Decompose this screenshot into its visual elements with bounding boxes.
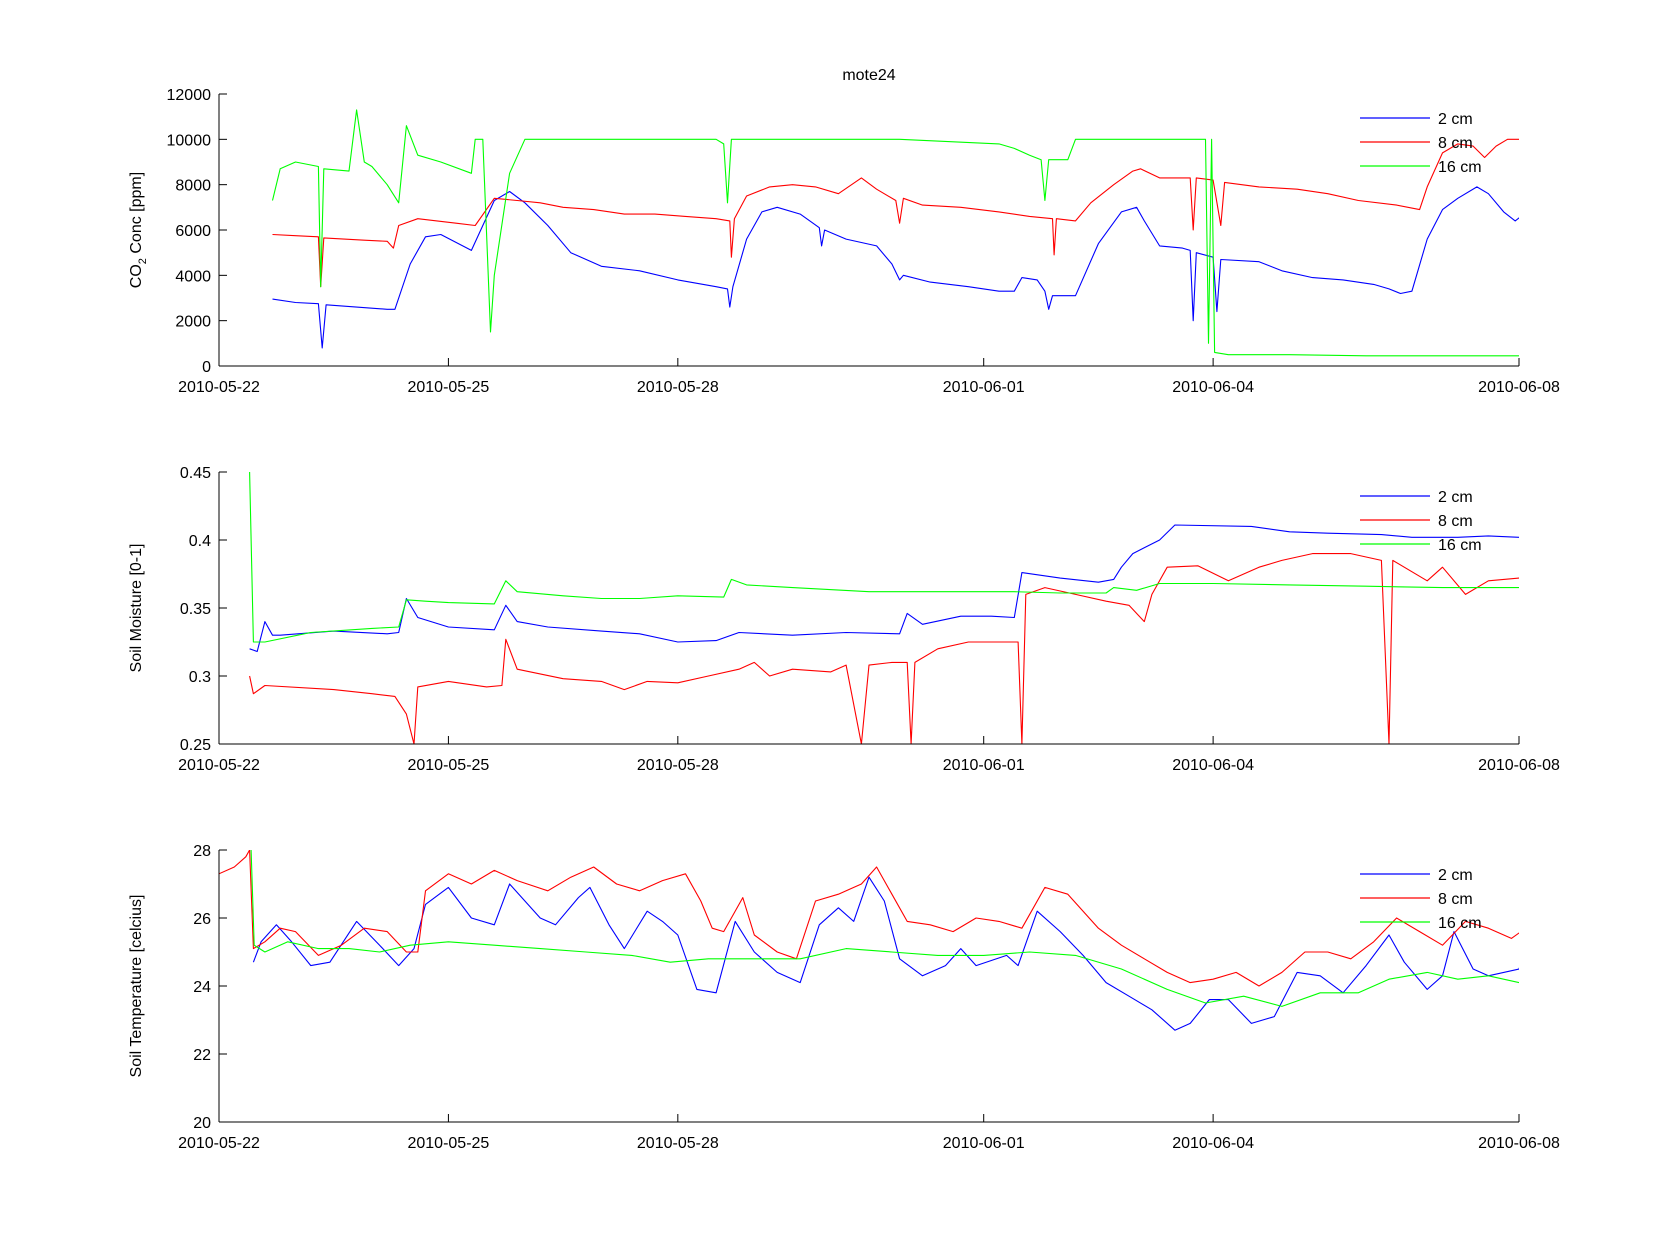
x-tick-label: 2010-06-08 [1478,757,1560,774]
y-tick-label: 28 [193,843,211,860]
legend-label: 16 cm [1438,159,1482,176]
x-tick-label: 2010-05-22 [178,379,260,396]
legend: 2 cm 8 cm 16 cm [1360,867,1482,932]
legend-label: 16 cm [1438,537,1482,554]
y-tick-label: 20 [193,1115,211,1132]
chart-panel-3: 2010-05-22 2010-05-25 2010-05-28 2010-06-01… [128,843,1560,1152]
legend: 2 cm 8 cm 16 cm [1360,489,1482,554]
series-line-2-cm [249,524,1519,653]
series-line-16-cm [250,850,1519,1007]
legend-label: 2 cm [1438,489,1473,506]
y-tick-label: 0.25 [180,737,211,754]
series-line-2-cm [272,186,1519,349]
y-tick-label: 26 [193,911,211,928]
x-tick-label: 2010-06-01 [943,757,1025,774]
chart-title: mote24 [842,67,895,84]
x-tick-label: 2010-05-25 [407,379,489,396]
y-tick-label: 0.3 [189,669,211,686]
x-tick-label: 2010-05-22 [178,1135,260,1152]
series-line-16-cm [249,472,1519,643]
y-tick-label: 0.4 [189,533,211,550]
x-tick-label: 2010-06-01 [943,1135,1025,1152]
y-tick-label: 6000 [175,223,211,240]
legend-label: 2 cm [1438,111,1473,128]
chart-panel-2: 2010-05-22 2010-05-25 2010-05-28 2010-06-01… [128,465,1560,774]
x-tick-label: 2010-06-04 [1172,1135,1254,1152]
y-axis-label: Soil Moisture [0-1] [128,544,145,673]
x-tick-label: 2010-06-08 [1478,1135,1560,1152]
x-tick-label: 2010-05-25 [407,1135,489,1152]
x-tick-label: 2010-05-28 [637,1135,719,1152]
x-tick-label: 2010-06-01 [943,379,1025,396]
y-tick-label: 0.45 [180,465,211,482]
x-tick-label: 2010-05-28 [637,757,719,774]
chart-panel-1: 2010-05-22 2010-05-25 2010-05-28 2010-06-01… [128,67,1560,396]
x-tick-label: 2010-05-28 [637,379,719,396]
y-tick-label: 0 [202,359,211,376]
series-line-8-cm [249,553,1519,744]
y-tick-label: 10000 [167,132,212,149]
x-tick-label: 2010-06-04 [1172,379,1254,396]
y-axis-label: CO2 Conc [ppm] [128,172,149,288]
y-tick-label: 0.35 [180,601,211,618]
series-line-2-cm [252,876,1519,1031]
y-tick-label: 2000 [175,314,211,331]
y-tick-label: 12000 [167,87,212,104]
legend-label: 2 cm [1438,867,1473,884]
y-axis-label: Soil Temperature [celcius] [128,895,145,1078]
x-tick-label: 2010-06-04 [1172,757,1254,774]
y-tick-label: 8000 [175,178,211,195]
series-line-8-cm [272,138,1519,288]
legend-label: 16 cm [1438,915,1482,932]
y-tick-label: 24 [193,979,211,996]
legend: 2 cm 8 cm 16 cm [1360,111,1482,176]
x-tick-label: 2010-05-22 [178,757,260,774]
y-tick-label: 22 [193,1047,211,1064]
legend-label: 8 cm [1438,891,1473,908]
x-tick-label: 2010-06-08 [1478,379,1560,396]
legend-label: 8 cm [1438,135,1473,152]
legend-label: 8 cm [1438,513,1473,530]
x-tick-label: 2010-05-25 [407,757,489,774]
series-line-16-cm [271,109,1519,357]
y-tick-label: 4000 [175,268,211,285]
series-line-8-cm [219,850,1519,987]
